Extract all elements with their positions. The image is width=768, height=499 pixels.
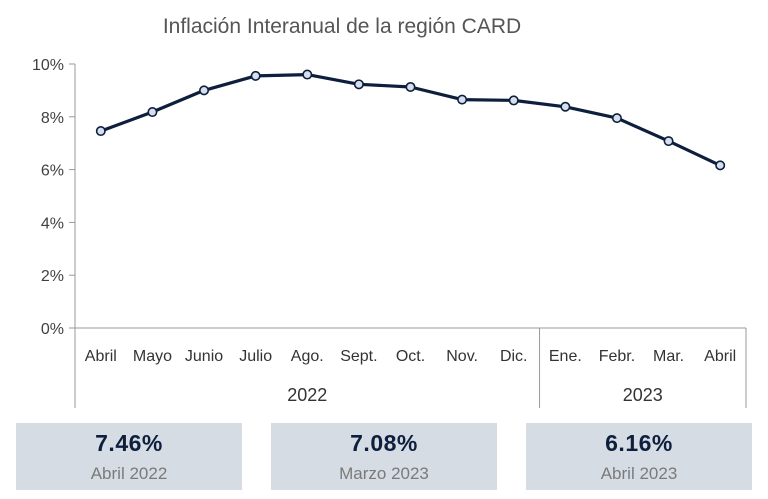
y-tick-label: 10% xyxy=(32,57,64,74)
highlight-cards: 7.46% Abril 2022 7.08% Marzo 2023 6.16% … xyxy=(16,423,756,493)
highlight-label: Abril 2023 xyxy=(600,464,678,483)
data-point xyxy=(508,95,519,106)
highlight-card-april-2022: 7.46% Abril 2022 xyxy=(16,423,242,490)
data-point xyxy=(147,107,158,118)
data-point xyxy=(250,70,261,81)
x-year-label: 2023 xyxy=(623,385,663,405)
x-year-label: 2022 xyxy=(287,385,327,405)
inflation-line-chart: Inflación Interanual de la región CARD 0… xyxy=(32,15,747,408)
x-category-label: Mayo xyxy=(133,348,172,365)
x-category-label: Febr. xyxy=(599,348,635,365)
data-point xyxy=(353,79,364,90)
data-point xyxy=(457,94,468,105)
x-category-label: Sept. xyxy=(340,348,377,365)
data-point xyxy=(95,126,106,137)
x-category-label: Nov. xyxy=(446,348,478,365)
y-tick-label: 6% xyxy=(41,163,64,180)
x-category-label: Abril xyxy=(704,348,736,365)
highlight-value: 6.16% xyxy=(605,430,673,456)
axis-labels-layer: 0% 2% 4% 6% 8% 10% Abril Mayo Junio Julio Ago. Sept… xyxy=(32,57,736,405)
x-category-label: Ago. xyxy=(291,348,324,365)
highlight-card-march-2023: 7.08% Marzo 2023 xyxy=(271,423,497,490)
highlight-card-april-2023: 6.16% Abril 2023 xyxy=(526,423,752,490)
highlight-label: Abril 2022 xyxy=(90,464,168,483)
y-tick-label: 8% xyxy=(41,110,64,127)
x-category-label: Abril xyxy=(85,348,117,365)
data-point xyxy=(302,69,313,80)
highlight-value: 7.08% xyxy=(350,430,418,456)
data-point xyxy=(199,85,210,96)
highlight-label: Marzo 2023 xyxy=(339,464,429,483)
chart-axes xyxy=(69,63,747,408)
data-point xyxy=(405,81,416,92)
x-category-label: Oct. xyxy=(396,348,425,365)
x-category-label: Ene. xyxy=(549,348,582,365)
data-point xyxy=(611,113,622,124)
y-tick-label: 2% xyxy=(41,268,64,285)
x-category-label: Dic. xyxy=(500,348,528,365)
x-category-label: Mar. xyxy=(653,348,684,365)
y-tick-label: 4% xyxy=(41,215,64,232)
x-category-label: Junio xyxy=(185,348,223,365)
data-point xyxy=(663,136,674,147)
y-tick-label: 0% xyxy=(41,321,64,338)
series-layer xyxy=(95,69,726,171)
data-point xyxy=(560,101,571,112)
highlight-value: 7.46% xyxy=(95,430,163,456)
data-point xyxy=(715,160,726,171)
x-category-label: Julio xyxy=(239,348,272,365)
chart-title: Inflación Interanual de la región CARD xyxy=(163,15,521,38)
